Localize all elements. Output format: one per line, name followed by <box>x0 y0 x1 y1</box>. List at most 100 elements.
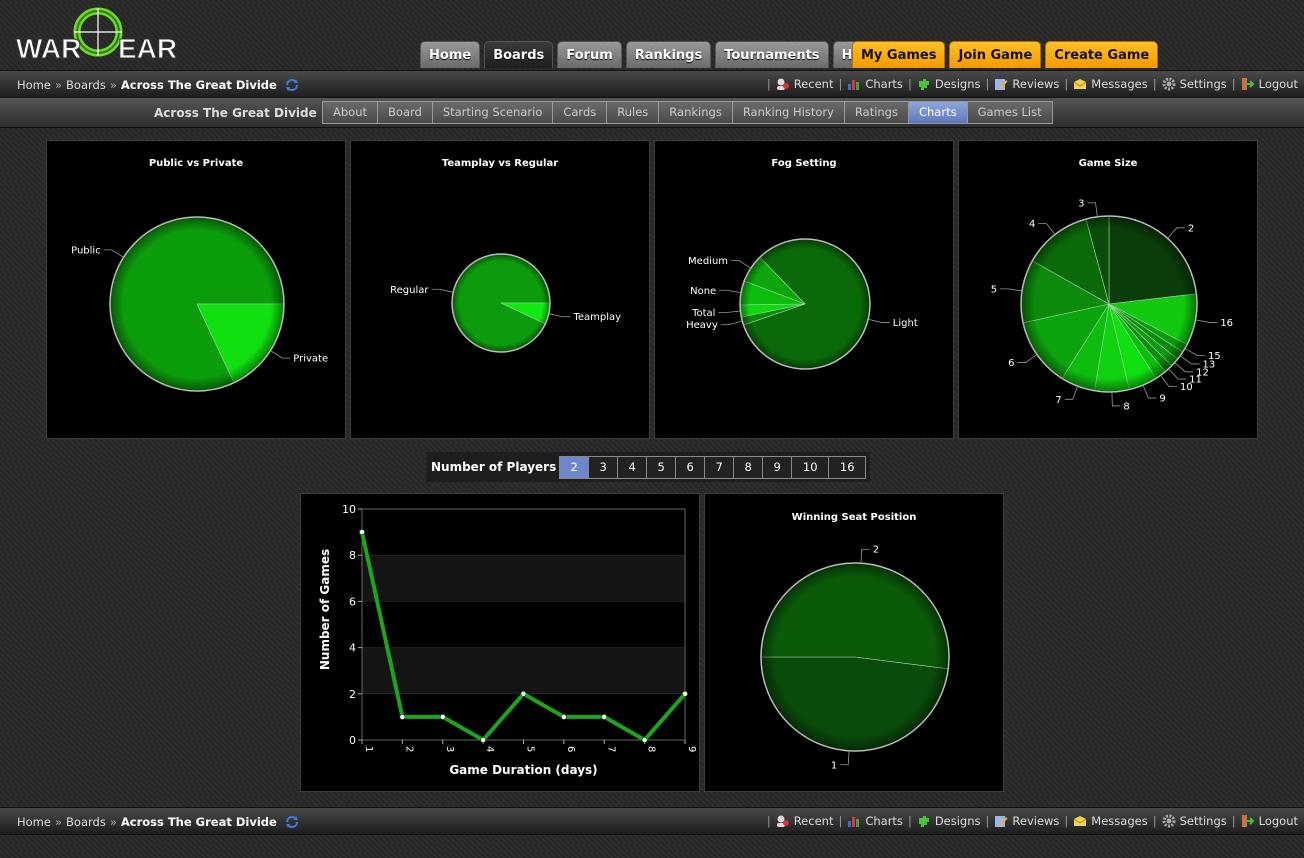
data-point[interactable] <box>520 690 527 697</box>
pie-label-8: 8 <box>1123 401 1129 412</box>
board-tab-charts[interactable]: Charts <box>907 101 968 124</box>
main-tab-rankings[interactable]: Rankings <box>625 41 712 68</box>
pie-slice-1[interactable] <box>760 656 949 752</box>
players-option-16[interactable]: 16 <box>828 455 867 479</box>
menu-charts[interactable]: Charts <box>847 77 903 91</box>
players-option-9[interactable]: 9 <box>762 455 793 479</box>
board-tab-cards[interactable]: Cards <box>552 101 608 124</box>
pie-label-2: 2 <box>873 545 879 556</box>
board-tab-starting-scenario[interactable]: Starting Scenario <box>431 101 554 124</box>
menu-charts[interactable]: Charts <box>847 814 903 828</box>
x-tick-label: 4 <box>484 746 495 752</box>
menu-settings[interactable]: Settings <box>1162 814 1227 828</box>
data-point[interactable] <box>641 736 648 743</box>
chart-title: Public vs Private <box>148 158 244 169</box>
menu-recent[interactable]: Recent <box>776 814 834 828</box>
players-option-7[interactable]: 7 <box>704 455 735 479</box>
my-games-button[interactable]: My Games <box>852 41 946 68</box>
data-point[interactable] <box>601 713 608 720</box>
players-option-8[interactable]: 8 <box>733 455 764 479</box>
refresh-icon[interactable] <box>285 815 299 829</box>
data-point[interactable] <box>480 736 487 743</box>
messages-icon <box>1074 816 1087 826</box>
menu-messages[interactable]: Messages <box>1073 814 1148 828</box>
chart-title: Winning Seat Position <box>791 512 917 523</box>
site-header: WAR EAR Home Boards Forum Rankings Tournamen… <box>0 0 1304 70</box>
players-option-5[interactable]: 5 <box>646 455 677 479</box>
pie-slice-2[interactable] <box>1108 215 1197 305</box>
y-tick-label: 0 <box>349 734 356 747</box>
menu-divider: | <box>766 77 771 91</box>
board-tab-ranking-history[interactable]: Ranking History <box>731 101 845 124</box>
y-tick-label: 6 <box>349 595 356 608</box>
menu-recent-label: Recent <box>793 814 834 828</box>
pie-label-medium: Medium <box>688 256 728 267</box>
breadcrumb-home[interactable]: Home <box>17 78 51 92</box>
x-tick-label: 2 <box>403 746 414 752</box>
breadcrumb-boards[interactable]: Boards <box>66 78 106 92</box>
data-point[interactable] <box>399 713 406 720</box>
menu-messages[interactable]: Messages <box>1073 77 1148 91</box>
plot-frame <box>361 508 686 741</box>
top-nav-bar: Home » Boards » Across The Great Divide … <box>0 70 1304 98</box>
players-option-10[interactable]: 10 <box>791 455 830 479</box>
y-tick-label: 4 <box>349 642 356 655</box>
grid-band <box>361 554 686 602</box>
board-tab-ratings[interactable]: Ratings <box>843 101 909 124</box>
menu-logout[interactable]: Logout <box>1241 77 1298 91</box>
menu-divider: | <box>1152 814 1157 828</box>
wargear-logo[interactable]: WAR EAR <box>14 6 184 64</box>
board-tab-games-list[interactable]: Games List <box>966 101 1053 124</box>
main-tab-tournaments[interactable]: Tournaments <box>715 41 829 68</box>
board-tab-rankings[interactable]: Rankings <box>658 101 733 124</box>
breadcrumb-home[interactable]: Home <box>17 815 51 829</box>
board-tab-rules[interactable]: Rules <box>606 101 660 124</box>
main-tab-home[interactable]: Home <box>420 41 481 68</box>
pie-label-2: 2 <box>1188 223 1194 234</box>
breadcrumb-current[interactable]: Across The Great Divide <box>120 78 277 92</box>
board-tab-about[interactable]: About <box>322 101 379 124</box>
board-tab-board[interactable]: Board <box>377 101 433 124</box>
players-option-2[interactable]: 2 <box>559 455 590 479</box>
breadcrumb-current[interactable]: Across The Great Divide <box>120 815 277 829</box>
designs-icon <box>918 79 929 90</box>
logout-icon <box>1241 78 1255 90</box>
create-game-button[interactable]: Create Game <box>1045 41 1159 68</box>
recent-icon <box>776 78 789 90</box>
data-point[interactable] <box>439 713 446 720</box>
menu-designs[interactable]: Designs <box>917 814 981 828</box>
breadcrumb-boards[interactable]: Boards <box>66 815 106 829</box>
join-game-button[interactable]: Join Game <box>949 41 1042 68</box>
pie-label-1: 1 <box>831 760 837 771</box>
menu-recent-label: Recent <box>793 77 834 91</box>
players-option-3[interactable]: 3 <box>588 455 619 479</box>
menu-recent[interactable]: Recent <box>776 77 834 91</box>
data-point[interactable] <box>560 713 567 720</box>
pie-label-10: 10 <box>1180 382 1193 393</box>
data-point[interactable] <box>359 529 366 536</box>
pie-label-heavy: Heavy <box>686 320 718 331</box>
menu-charts-label: Charts <box>865 77 903 91</box>
main-tab-forum[interactable]: Forum <box>557 41 622 68</box>
data-point[interactable] <box>681 690 688 697</box>
main-tab-boards[interactable]: Boards <box>484 41 554 68</box>
players-option-6[interactable]: 6 <box>675 455 706 479</box>
menu-designs[interactable]: Designs <box>917 77 981 91</box>
pie-label-9: 9 <box>1159 394 1165 405</box>
menu-settings[interactable]: Settings <box>1162 77 1227 91</box>
menu-divider: | <box>1231 814 1236 828</box>
pie-label-13: 13 <box>1203 359 1216 370</box>
refresh-icon[interactable] <box>285 78 299 92</box>
menu-logout[interactable]: Logout <box>1241 814 1298 828</box>
menu-reviews[interactable]: Reviews <box>994 814 1059 828</box>
pie-slice-2[interactable] <box>760 562 950 670</box>
breadcrumb-separator: » <box>109 815 117 829</box>
menu-charts-label: Charts <box>865 814 903 828</box>
pie-label-private: Private <box>293 354 328 365</box>
x-tick-label: 5 <box>525 746 536 752</box>
menu-divider: | <box>985 814 990 828</box>
players-option-4[interactable]: 4 <box>617 455 648 479</box>
menu-reviews[interactable]: Reviews <box>994 77 1059 91</box>
